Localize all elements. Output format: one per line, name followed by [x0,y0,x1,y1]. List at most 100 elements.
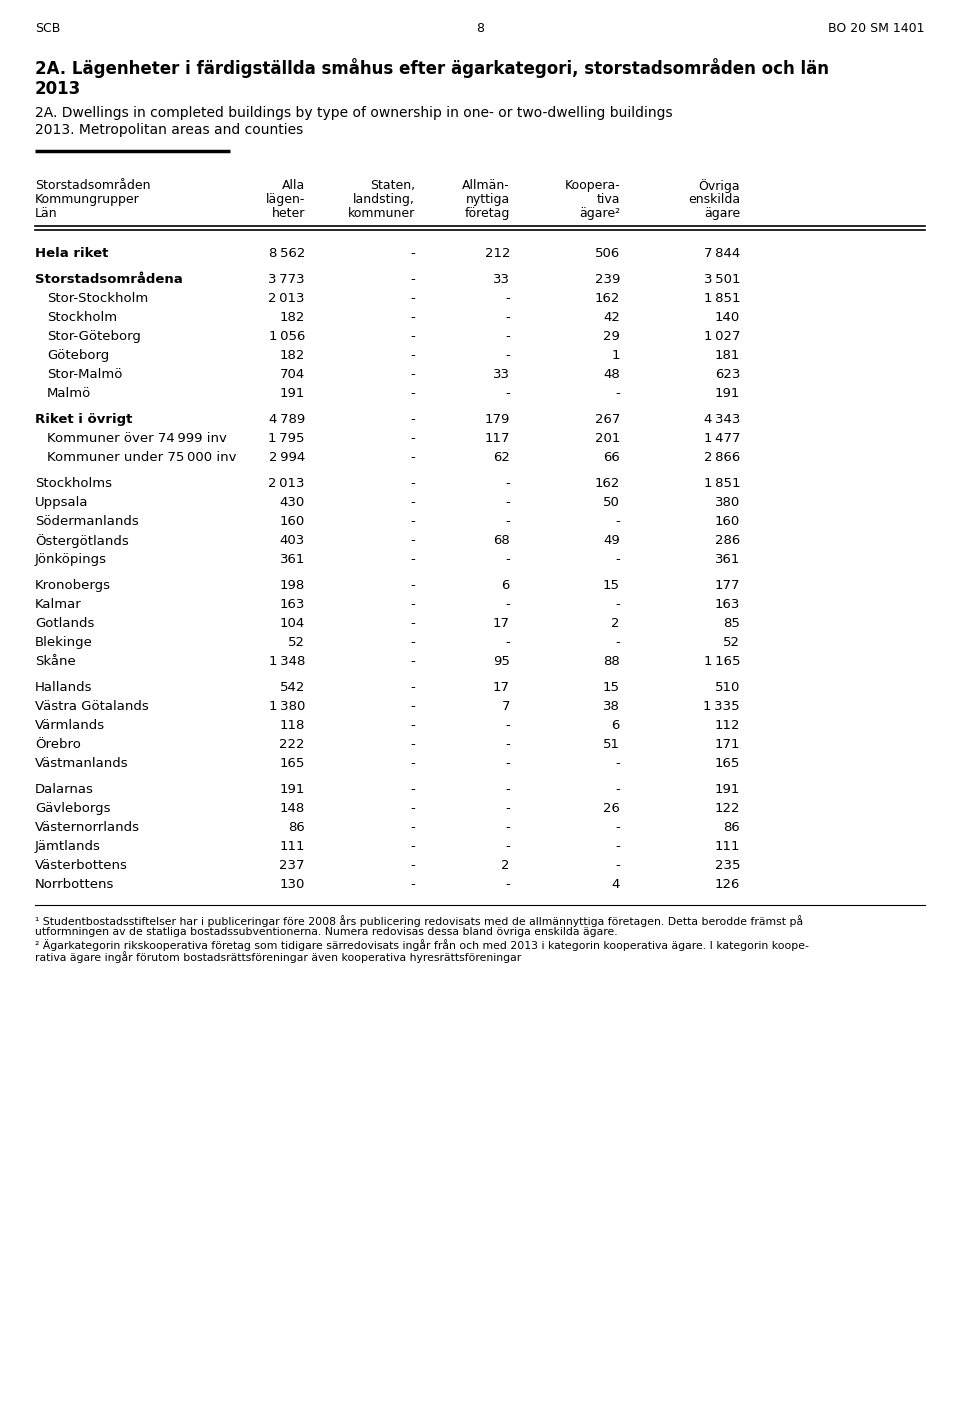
Text: -: - [410,579,415,592]
Text: -: - [410,534,415,547]
Text: 26: 26 [603,801,620,816]
Text: 267: 267 [594,413,620,426]
Text: Jämtlands: Jämtlands [35,840,101,852]
Text: -: - [410,656,415,668]
Text: -: - [410,496,415,508]
Text: Värmlands: Värmlands [35,719,106,732]
Text: 49: 49 [603,534,620,547]
Text: -: - [615,598,620,610]
Text: 6: 6 [612,719,620,732]
Text: -: - [410,636,415,649]
Text: Kommuner över 74 999 inv: Kommuner över 74 999 inv [47,432,227,445]
Text: 1 165: 1 165 [704,656,740,668]
Text: -: - [615,860,620,872]
Text: -: - [410,878,415,891]
Text: 160: 160 [715,515,740,528]
Text: heter: heter [272,207,305,219]
Text: 2A. Lägenheter i färdigställda småhus efter ägarkategori, storstadsområden och l: 2A. Lägenheter i färdigställda småhus ef… [35,58,829,78]
Text: Koopera-: Koopera- [564,178,620,193]
Text: 212: 212 [485,246,510,261]
Text: -: - [505,496,510,508]
Text: -: - [615,636,620,649]
Text: -: - [505,292,510,304]
Text: -: - [410,413,415,426]
Text: Västra Götalands: Västra Götalands [35,700,149,714]
Text: -: - [410,554,415,566]
Text: 1 335: 1 335 [704,700,740,714]
Text: 191: 191 [279,783,305,796]
Text: 1 477: 1 477 [704,432,740,445]
Text: 2013: 2013 [35,79,82,98]
Text: 361: 361 [714,554,740,566]
Text: 380: 380 [715,496,740,508]
Text: Norrbottens: Norrbottens [35,878,114,891]
Text: 140: 140 [715,312,740,324]
Text: lägen-: lägen- [266,193,305,205]
Text: 1 027: 1 027 [704,330,740,343]
Text: -: - [505,348,510,362]
Text: Västerbottens: Västerbottens [35,860,128,872]
Text: -: - [410,312,415,324]
Text: 126: 126 [714,878,740,891]
Text: Län: Län [35,207,58,219]
Text: 235: 235 [714,860,740,872]
Text: 191: 191 [714,387,740,399]
Text: 222: 222 [279,738,305,750]
Text: -: - [615,821,620,834]
Text: Örebro: Örebro [35,738,81,750]
Text: 130: 130 [279,878,305,891]
Text: 7 844: 7 844 [704,246,740,261]
Text: Gävleborgs: Gävleborgs [35,801,110,816]
Text: 623: 623 [714,368,740,381]
Text: 111: 111 [279,840,305,852]
Text: 86: 86 [288,821,305,834]
Text: Gotlands: Gotlands [35,617,94,630]
Text: 52: 52 [288,636,305,649]
Text: Västmanlands: Västmanlands [35,758,129,770]
Text: ² Ägarkategorin rikskooperativa företag som tidigare särredovisats ingår från oc: ² Ägarkategorin rikskooperativa företag … [35,939,809,952]
Text: 191: 191 [714,783,740,796]
Text: 50: 50 [603,496,620,508]
Text: -: - [410,246,415,261]
Text: -: - [410,432,415,445]
Text: -: - [410,700,415,714]
Text: 181: 181 [714,348,740,362]
Text: 177: 177 [714,579,740,592]
Text: -: - [410,783,415,796]
Text: -: - [410,368,415,381]
Text: -: - [505,758,510,770]
Text: 62: 62 [493,452,510,464]
Text: 51: 51 [603,738,620,750]
Text: -: - [505,477,510,490]
Text: Riket i övrigt: Riket i övrigt [35,413,132,426]
Text: Kronobergs: Kronobergs [35,579,111,592]
Text: 2 994: 2 994 [269,452,305,464]
Text: Staten,: Staten, [370,178,415,193]
Text: -: - [505,878,510,891]
Text: 1: 1 [612,348,620,362]
Text: 38: 38 [603,700,620,714]
Text: 3 773: 3 773 [269,273,305,286]
Text: Södermanlands: Södermanlands [35,515,139,528]
Text: 1 851: 1 851 [704,292,740,304]
Text: landsting,: landsting, [353,193,415,205]
Text: 510: 510 [714,681,740,694]
Text: rativa ägare ingår förutom bostadsrättsföreningar även kooperativa hyresrättsför: rativa ägare ingår förutom bostadsrättsf… [35,952,521,963]
Text: 2 013: 2 013 [269,292,305,304]
Text: -: - [505,719,510,732]
Text: 239: 239 [594,273,620,286]
Text: 88: 88 [603,656,620,668]
Text: 361: 361 [279,554,305,566]
Text: Stor-Göteborg: Stor-Göteborg [47,330,141,343]
Text: 111: 111 [714,840,740,852]
Text: -: - [505,554,510,566]
Text: 2 866: 2 866 [704,452,740,464]
Text: 33: 33 [493,368,510,381]
Text: 68: 68 [493,534,510,547]
Text: tiva: tiva [596,193,620,205]
Text: 2A. Dwellings in completed buildings by type of ownership in one- or two-dwellin: 2A. Dwellings in completed buildings by … [35,106,673,120]
Text: 182: 182 [279,348,305,362]
Text: Övriga: Övriga [698,178,740,193]
Text: 165: 165 [279,758,305,770]
Text: Kommuner under 75 000 inv: Kommuner under 75 000 inv [47,452,236,464]
